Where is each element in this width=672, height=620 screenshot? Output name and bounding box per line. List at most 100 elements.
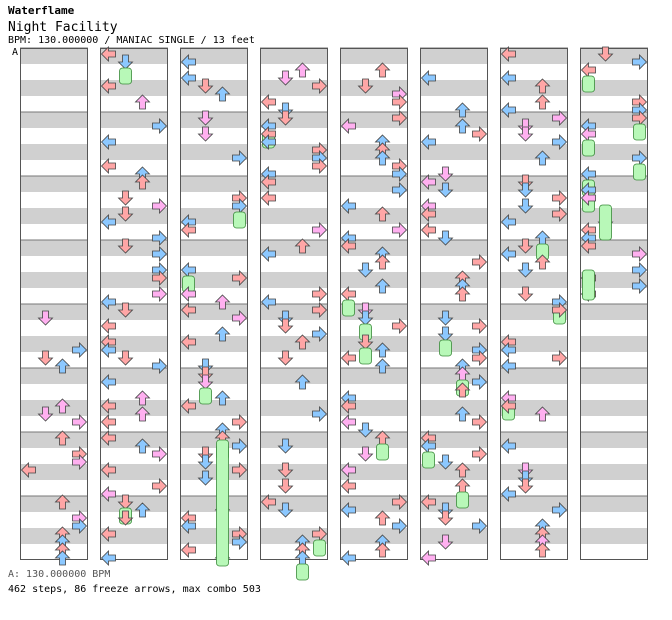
- left-arrow-icon: [420, 206, 436, 222]
- left-arrow-icon: [180, 222, 196, 238]
- beat-stripe: [500, 336, 568, 352]
- beat-stripe: [260, 368, 328, 384]
- up-arrow-icon: [214, 326, 231, 342]
- down-arrow-icon: [277, 502, 294, 518]
- right-arrow-icon: [552, 206, 568, 222]
- beat-stripe: [180, 144, 248, 160]
- down-arrow-icon: [517, 470, 534, 486]
- up-arrow-icon: [374, 510, 391, 526]
- up-arrow-icon: [294, 238, 311, 254]
- right-arrow-icon: [152, 118, 168, 134]
- up-arrow-icon: [214, 86, 231, 102]
- down-arrow-icon: [117, 190, 134, 206]
- down-arrow-icon: [197, 366, 214, 382]
- right-arrow-icon: [232, 150, 248, 166]
- left-arrow-icon: [100, 430, 116, 446]
- right-arrow-icon: [472, 126, 488, 142]
- beat-stripe: [420, 528, 488, 544]
- up-arrow-icon: [374, 342, 391, 358]
- up-arrow-icon: [454, 406, 471, 422]
- right-arrow-icon: [72, 414, 88, 430]
- left-arrow-icon: [420, 70, 436, 86]
- down-arrow-icon: [517, 198, 534, 214]
- left-arrow-icon: [340, 198, 356, 214]
- up-arrow-icon: [454, 102, 471, 118]
- down-arrow-icon: [37, 350, 54, 366]
- left-arrow-icon: [500, 102, 516, 118]
- beat-stripe: [20, 240, 88, 256]
- right-arrow-icon: [472, 254, 488, 270]
- beat-stripe: [580, 176, 648, 192]
- beat-stripe: [340, 304, 408, 320]
- beat-stripe: [20, 80, 88, 96]
- beat-stripe: [500, 144, 568, 160]
- freeze-arrow-icon: [599, 204, 612, 241]
- down-arrow-icon: [197, 374, 214, 390]
- beat-stripe: [580, 144, 648, 160]
- down-arrow-icon: [197, 126, 214, 142]
- right-arrow-icon: [392, 222, 408, 238]
- beat-stripe: [20, 336, 88, 352]
- beat-stripe: [500, 48, 568, 64]
- beat-stripe: [340, 48, 408, 64]
- beat-stripe: [260, 336, 328, 352]
- right-arrow-icon: [152, 246, 168, 262]
- chart-meta: BPM: 130.000000 / MANIAC SINGLE / 13 fee…: [8, 35, 255, 46]
- right-arrow-icon: [312, 286, 328, 302]
- left-arrow-icon: [340, 502, 356, 518]
- beat-stripe: [500, 464, 568, 480]
- up-arrow-icon: [134, 502, 151, 518]
- up-arrow-icon: [134, 438, 151, 454]
- left-arrow-icon: [180, 542, 196, 558]
- beat-stripe: [340, 176, 408, 192]
- beat-stripe: [180, 240, 248, 256]
- bpm-marker: A: [12, 47, 19, 58]
- beat-stripe: [340, 80, 408, 96]
- beat-stripe: [340, 464, 408, 480]
- down-arrow-icon: [517, 462, 534, 478]
- down-arrow-icon: [517, 126, 534, 142]
- chart-column: [20, 48, 88, 560]
- freeze-arrow-icon: [633, 163, 646, 181]
- down-arrow-icon: [517, 262, 534, 278]
- right-arrow-icon: [392, 166, 408, 182]
- left-arrow-icon: [340, 478, 356, 494]
- beat-stripe: [100, 496, 168, 512]
- left-arrow-icon: [100, 462, 116, 478]
- freeze-arrow-icon: [216, 439, 229, 567]
- beat-stripe: [100, 176, 168, 192]
- left-arrow-icon: [180, 54, 196, 70]
- down-arrow-icon: [277, 110, 294, 126]
- left-arrow-icon: [100, 46, 116, 62]
- up-arrow-icon: [534, 94, 551, 110]
- beat-stripe: [100, 368, 168, 384]
- left-arrow-icon: [180, 518, 196, 534]
- beat-stripe: [420, 48, 488, 64]
- beat-stripe: [340, 240, 408, 256]
- down-arrow-icon: [197, 78, 214, 94]
- left-arrow-icon: [260, 94, 276, 110]
- down-arrow-icon: [437, 230, 454, 246]
- down-arrow-icon: [357, 422, 374, 438]
- up-arrow-icon: [454, 462, 471, 478]
- beat-stripe: [180, 48, 248, 64]
- beat-stripe: [260, 272, 328, 288]
- beat-stripe: [580, 112, 648, 128]
- left-arrow-icon: [260, 494, 276, 510]
- beat-stripe: [420, 400, 488, 416]
- down-arrow-icon: [517, 478, 534, 494]
- beat-stripe: [500, 272, 568, 288]
- beat-stripe: [260, 176, 328, 192]
- up-arrow-icon: [374, 358, 391, 374]
- right-arrow-icon: [472, 318, 488, 334]
- down-arrow-icon: [517, 238, 534, 254]
- left-arrow-icon: [500, 214, 516, 230]
- right-arrow-icon: [552, 350, 568, 366]
- beat-stripe: [260, 304, 328, 320]
- beat-stripe: [20, 528, 88, 544]
- beat-stripe: [420, 496, 488, 512]
- freeze-arrow-icon: [342, 299, 355, 317]
- right-arrow-icon: [152, 358, 168, 374]
- beat-stripe: [100, 144, 168, 160]
- right-arrow-icon: [392, 94, 408, 110]
